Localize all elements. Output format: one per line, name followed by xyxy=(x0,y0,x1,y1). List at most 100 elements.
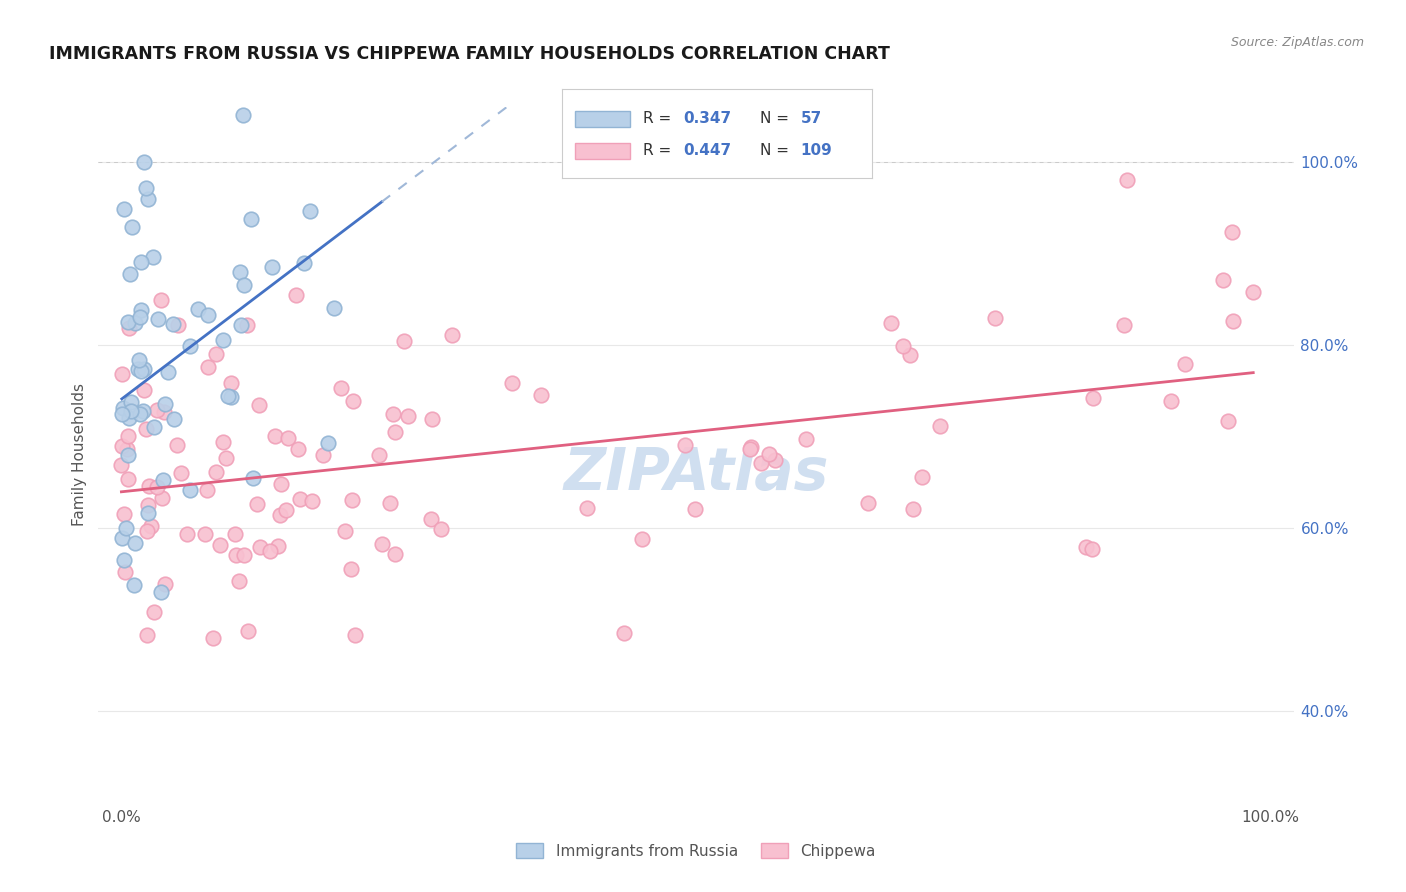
Point xyxy=(287,442,309,456)
Point xyxy=(132,383,155,397)
Point xyxy=(249,541,271,555)
Point xyxy=(984,311,1007,326)
Point xyxy=(371,537,394,551)
Point xyxy=(211,333,233,347)
Point xyxy=(858,496,880,510)
Point xyxy=(631,533,654,547)
Point xyxy=(129,310,152,324)
Point xyxy=(111,439,134,453)
Point xyxy=(129,254,152,268)
Point xyxy=(299,204,322,219)
Point xyxy=(208,537,231,551)
Point xyxy=(301,494,323,508)
Point xyxy=(269,508,291,522)
Point xyxy=(114,521,136,535)
Point xyxy=(501,376,523,391)
Point xyxy=(136,192,159,206)
Point xyxy=(1115,173,1137,187)
Point xyxy=(201,631,224,645)
Point xyxy=(117,448,139,462)
Point xyxy=(274,503,297,517)
Point xyxy=(136,506,159,520)
Point xyxy=(1112,318,1135,332)
Point xyxy=(197,308,219,322)
Point xyxy=(673,438,696,452)
Point xyxy=(441,327,464,342)
Bar xyxy=(575,111,630,127)
Point xyxy=(111,367,134,381)
Point xyxy=(112,202,135,216)
Point xyxy=(146,402,169,417)
Point xyxy=(217,389,239,403)
Point xyxy=(194,526,217,541)
Point xyxy=(284,287,307,301)
Point xyxy=(1160,393,1182,408)
Point xyxy=(142,250,165,264)
Text: Source: ZipAtlas.com: Source: ZipAtlas.com xyxy=(1230,36,1364,49)
Point xyxy=(323,301,346,316)
Point xyxy=(136,498,159,512)
Point xyxy=(176,526,198,541)
Point xyxy=(236,318,259,333)
Point xyxy=(267,539,290,553)
Point xyxy=(121,220,143,235)
Point xyxy=(131,364,153,378)
Point xyxy=(138,479,160,493)
Point xyxy=(392,334,415,348)
Point xyxy=(1241,285,1264,299)
Point xyxy=(195,483,218,497)
Point xyxy=(143,420,166,434)
Text: N =: N = xyxy=(761,112,794,126)
Point xyxy=(150,491,173,505)
Point xyxy=(117,472,139,486)
Point xyxy=(270,476,292,491)
Point xyxy=(901,502,924,516)
Text: ZIPAtlas: ZIPAtlas xyxy=(564,445,828,501)
Point xyxy=(396,409,419,424)
Point xyxy=(911,470,934,484)
Point xyxy=(117,315,139,329)
Point xyxy=(153,397,176,411)
Point xyxy=(344,628,367,642)
Point xyxy=(134,155,156,169)
Point xyxy=(197,359,219,374)
Point xyxy=(420,411,443,425)
Point xyxy=(260,260,283,274)
Point xyxy=(163,412,186,426)
Text: R =: R = xyxy=(643,144,676,158)
Point xyxy=(1216,414,1239,428)
Point xyxy=(229,265,252,279)
Point xyxy=(211,435,233,450)
Point xyxy=(179,483,201,497)
Point xyxy=(749,456,772,470)
Text: N =: N = xyxy=(761,144,794,158)
Point xyxy=(329,381,352,395)
Point xyxy=(740,441,762,455)
Point xyxy=(225,549,247,563)
Point xyxy=(219,391,242,405)
Point xyxy=(117,321,139,335)
Point xyxy=(112,553,135,567)
Point xyxy=(891,338,914,352)
Point xyxy=(114,566,136,580)
Point xyxy=(316,435,339,450)
Point xyxy=(292,256,315,270)
Point xyxy=(117,428,139,442)
Point xyxy=(290,492,312,507)
Point xyxy=(232,278,254,293)
Point xyxy=(170,467,193,481)
Point xyxy=(127,362,149,376)
Point xyxy=(120,394,142,409)
Point xyxy=(215,451,238,466)
Point xyxy=(242,471,264,485)
Point xyxy=(118,410,141,425)
Point xyxy=(1076,541,1098,555)
Point xyxy=(1212,273,1234,287)
Point xyxy=(131,302,153,317)
Point xyxy=(312,448,335,462)
Point xyxy=(128,408,150,422)
Point xyxy=(613,626,636,640)
Point xyxy=(152,474,174,488)
Point xyxy=(146,480,169,494)
Point xyxy=(264,429,287,443)
